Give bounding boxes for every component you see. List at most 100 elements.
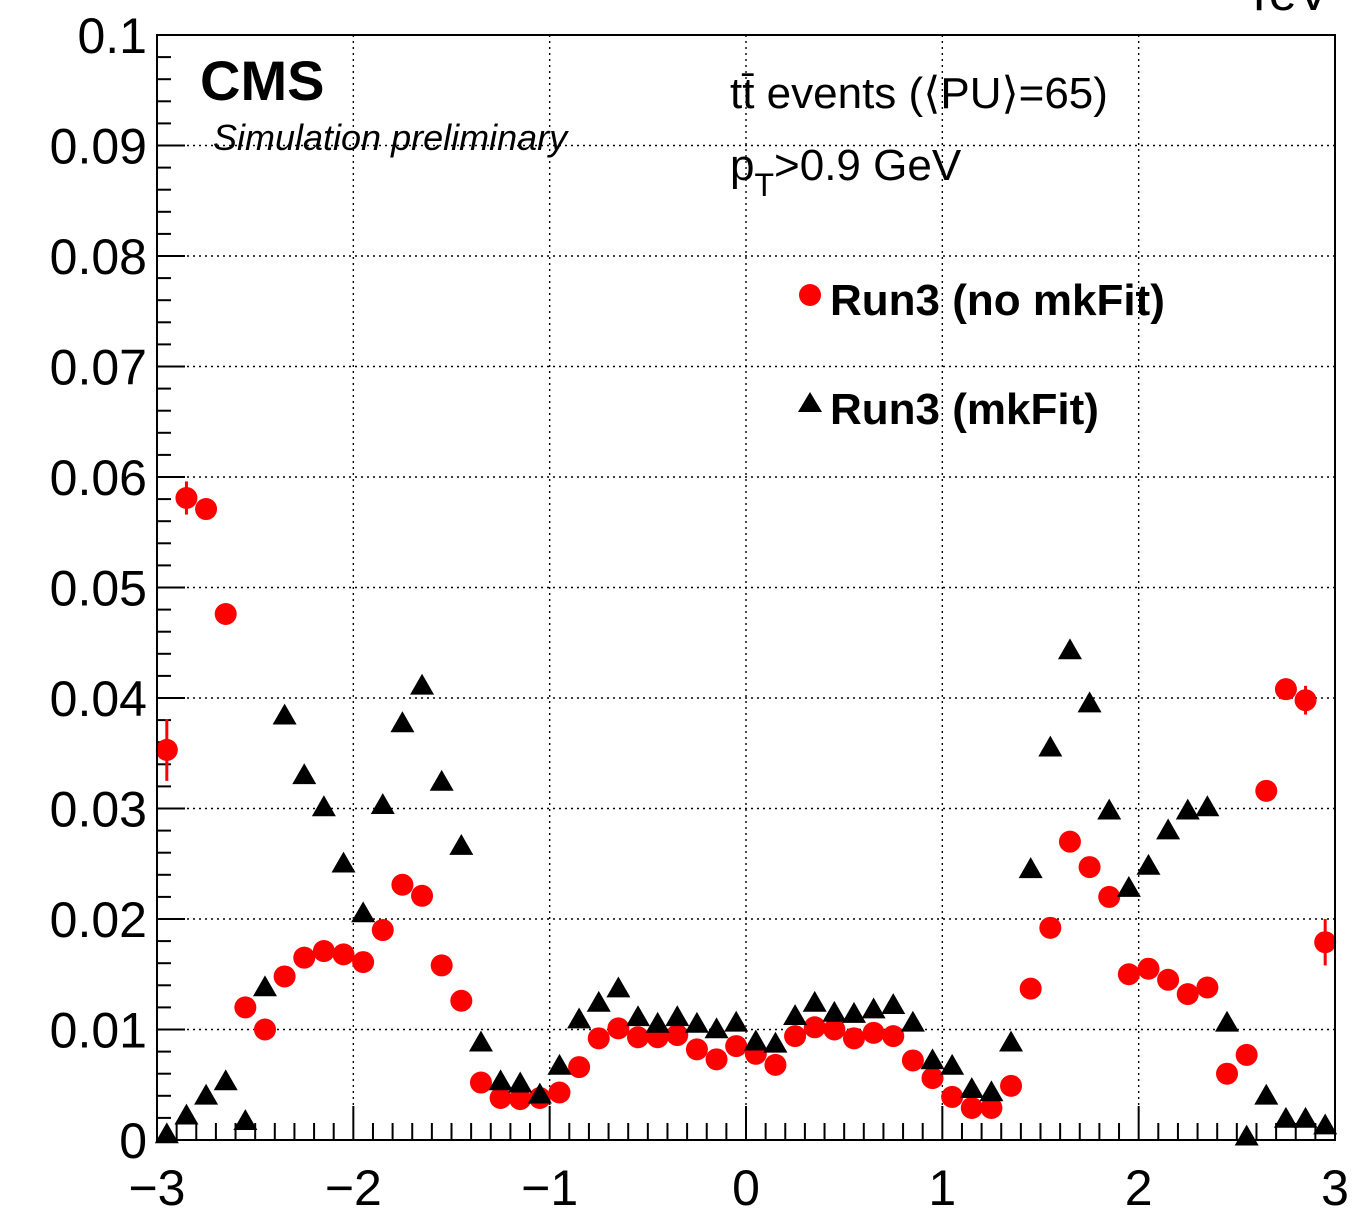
x-tick-label: 0 [732, 1160, 760, 1211]
pt-cut-annotation: pT>0.9 GeV [730, 141, 962, 203]
x-tick-label: −2 [325, 1160, 382, 1211]
data-point [705, 1048, 728, 1071]
data-point [684, 1011, 709, 1033]
data-point [1216, 1062, 1239, 1085]
data-point [1038, 735, 1063, 757]
data-point [1019, 977, 1042, 1000]
data-point [390, 711, 415, 733]
data-point [763, 1031, 788, 1053]
plot-frame [156, 34, 1336, 1141]
data-point [1077, 691, 1102, 713]
data-point [1255, 779, 1278, 802]
data-point [1254, 1083, 1279, 1105]
x-tick-label: 2 [1125, 1160, 1153, 1211]
data-point [764, 1053, 787, 1076]
axes: 0 0.01 0.02 0.03 0.04 0.05 0.06 0.07 0.08 0.09 0.1… [50, 8, 1349, 1211]
data-point [1313, 1113, 1338, 1135]
data-point [311, 795, 336, 817]
data-point [1058, 830, 1081, 853]
data-point [1175, 798, 1200, 820]
data-point [900, 1010, 925, 1032]
data-point [784, 1025, 807, 1048]
data-point [370, 793, 395, 814]
data-point [1274, 678, 1297, 701]
data-point [586, 990, 611, 1012]
data-point [685, 1038, 708, 1061]
data-point [823, 1018, 846, 1041]
data-point [331, 851, 356, 873]
data-point [233, 1109, 258, 1131]
data-point [450, 989, 473, 1012]
simulation-preliminary-label: Simulation preliminary [213, 117, 569, 158]
data-point [293, 946, 316, 969]
legend-label-mkfit: Run3 (mkFit) [830, 385, 1099, 434]
data-point [881, 993, 906, 1014]
data-point [488, 1069, 513, 1091]
data-point [1018, 857, 1043, 879]
data-point [1157, 968, 1180, 991]
data-point [1234, 1124, 1259, 1146]
data-point [980, 1096, 1003, 1119]
y-tick-label: 0.08 [50, 229, 147, 285]
data-point [1314, 931, 1337, 954]
y-tick-label: 0.04 [50, 671, 147, 727]
data-point [1116, 875, 1141, 897]
data-point [292, 763, 317, 785]
data-point [999, 1030, 1024, 1052]
x-tick-label: −1 [521, 1160, 578, 1211]
y-tick-label: 0.01 [50, 1003, 147, 1059]
data-point [1176, 983, 1199, 1006]
data-point [921, 1067, 944, 1090]
data-point [783, 1004, 808, 1026]
data-point [1057, 638, 1082, 660]
series-run3-no-mkfit [155, 481, 1337, 1119]
data-point [842, 1027, 865, 1050]
y-tick-label: 0.06 [50, 450, 147, 506]
data-point [351, 901, 376, 923]
y-tick-label: 0.07 [50, 340, 147, 396]
data-point [822, 1000, 847, 1022]
legend-marker-no-mkfit [799, 284, 821, 306]
data-point [449, 833, 474, 855]
y-tick-label: 0.09 [50, 119, 147, 175]
data-point [1156, 818, 1181, 840]
data-point [567, 1007, 592, 1029]
data-point [941, 1085, 964, 1108]
data-point [704, 1017, 729, 1039]
data-point [1039, 916, 1062, 939]
y-tick-label: 0.02 [50, 892, 147, 948]
data-point [411, 884, 434, 907]
data-point [154, 1122, 179, 1144]
data-point [979, 1080, 1004, 1102]
data-point [391, 873, 414, 896]
data-point [1097, 798, 1122, 820]
data-point [195, 498, 218, 521]
data-point [547, 1053, 572, 1075]
x-tick-label: 3 [1321, 1160, 1349, 1211]
data-point [175, 486, 198, 509]
data-point [841, 1001, 866, 1023]
data-point [194, 1083, 219, 1105]
data-point [725, 1035, 748, 1058]
data-point [371, 919, 394, 942]
data-point [174, 1103, 199, 1125]
data-point [352, 951, 375, 974]
data-point [312, 940, 335, 963]
data-point [627, 1026, 650, 1049]
data-point [253, 1018, 276, 1041]
top-right-partial-label: TeV [1244, 0, 1331, 21]
data-point [410, 673, 435, 695]
data-point [468, 1030, 493, 1052]
data-point [920, 1048, 945, 1070]
data-point [626, 1005, 651, 1027]
grid-lines [157, 35, 1335, 1140]
data-point [1137, 957, 1160, 980]
data-point [1098, 885, 1121, 908]
data-point [862, 1021, 885, 1044]
legend-marker-mkfit [798, 392, 822, 412]
data-point [1117, 963, 1140, 986]
data-point [1273, 1106, 1298, 1128]
data-point [803, 1016, 826, 1039]
data-point [1195, 795, 1220, 817]
